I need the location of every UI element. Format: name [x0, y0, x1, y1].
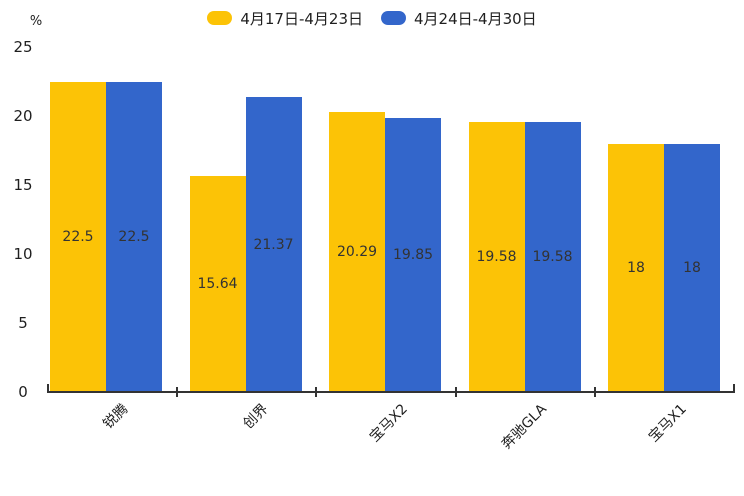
legend-swatch-icon: [381, 11, 406, 25]
bar-value-label: 19.85: [392, 247, 434, 264]
legend-label: 4月17日-4月23日: [240, 9, 363, 28]
y-tick-label: 5: [18, 314, 28, 332]
bar-series-1-锐腾: 22.5: [50, 81, 106, 392]
y-tick-label: 20: [13, 107, 33, 125]
x-axis-tick: [594, 387, 597, 397]
y-axis-unit-label: %: [29, 14, 43, 29]
bar-value-label: 22.5: [118, 228, 150, 245]
bar-value-label: 19.58: [476, 248, 517, 265]
x-axis-line: [47, 391, 735, 393]
y-tick-label: 0: [18, 383, 28, 401]
bar-value-label: 15.64: [197, 276, 238, 293]
bar-series-2-奔驰GLA: 19.58: [524, 121, 581, 392]
bar-series-1-创界: 15.64: [189, 176, 246, 392]
x-axis-end-tick: [47, 384, 49, 393]
bar-series-1-宝马X1: 18: [608, 143, 664, 392]
chart-legend: 4月17日-4月23日 4月24日-4月30日: [0, 8, 744, 28]
bar-value-label: 19.58: [532, 248, 573, 265]
bar-series-2-锐腾: 22.5: [106, 81, 162, 392]
x-axis-tick: [175, 387, 178, 397]
bar-value-label: 22.5: [62, 228, 94, 245]
x-category-label: 宝马X1: [645, 401, 690, 446]
bar-value-label: 21.37: [253, 236, 294, 253]
x-axis-tick: [315, 387, 318, 397]
x-axis-end-tick: [733, 384, 735, 393]
bar-series-1-宝马X2: 20.29: [329, 111, 385, 392]
y-tick-label: 25: [13, 38, 33, 56]
legend-label: 4月24日-4月30日: [414, 9, 537, 28]
legend-item-series-2: 4月24日-4月30日: [381, 8, 537, 29]
bar-value-label: 20.29: [336, 243, 378, 260]
bar-series-2-创界: 21.37: [245, 97, 302, 392]
bar-value-label: 18: [683, 259, 701, 276]
y-tick-label: 10: [13, 245, 33, 263]
legend-swatch-icon: [207, 11, 233, 25]
bar-series-1-奔驰GLA: 19.58: [468, 121, 525, 392]
bar-series-2-宝马X1: 18: [664, 143, 720, 392]
bar-value-label: 18: [627, 259, 645, 276]
x-category-label: 宝马X2: [366, 401, 411, 446]
legend-item-series-1: 4月17日-4月23日: [207, 8, 363, 29]
x-category-label: 创界: [239, 401, 271, 433]
x-category-label: 奔驰GLA: [498, 401, 550, 453]
x-category-label: 锐腾: [100, 401, 132, 433]
y-tick-label: 15: [13, 176, 33, 194]
x-axis-tick: [454, 387, 457, 397]
bar-series-2-宝马X2: 19.85: [385, 118, 441, 392]
